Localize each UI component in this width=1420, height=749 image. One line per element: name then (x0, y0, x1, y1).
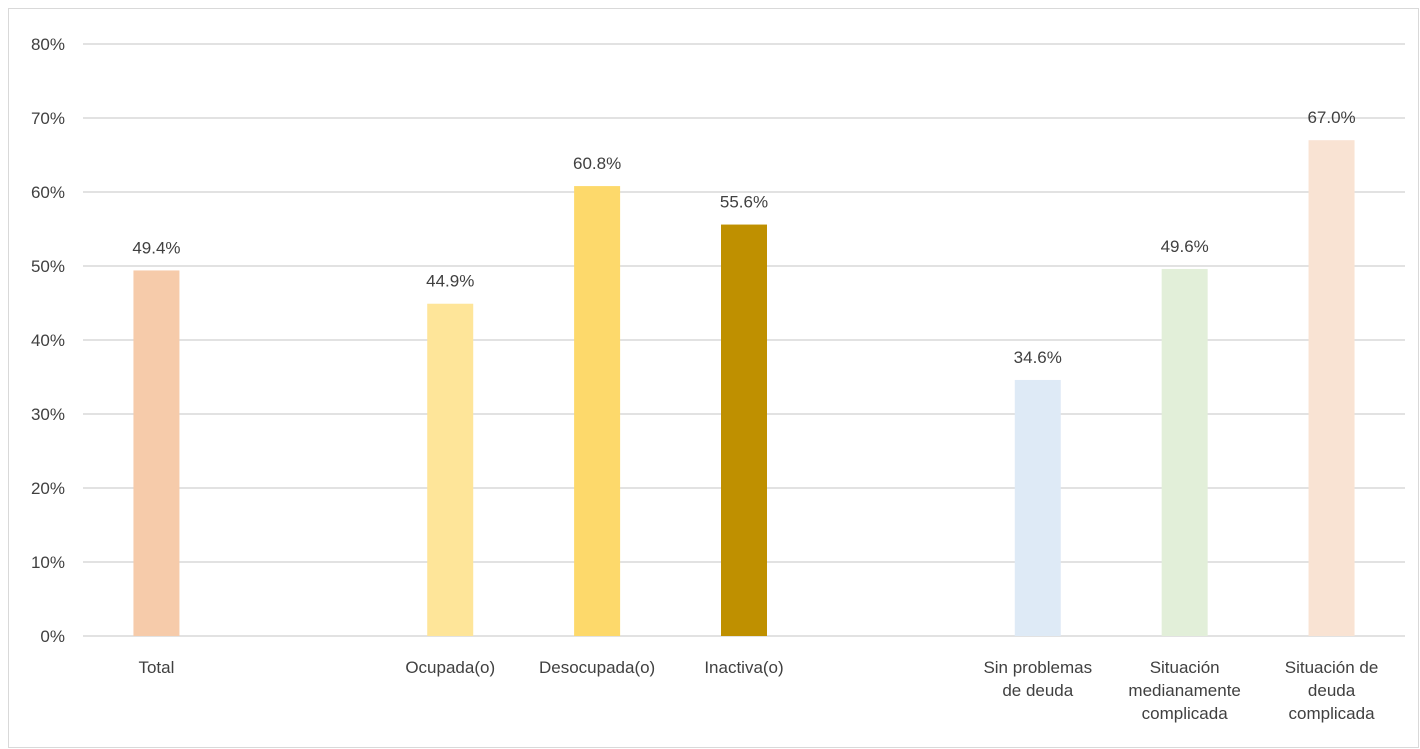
category-label: Ocupada(o) (405, 658, 495, 677)
data-label: 44.9% (426, 272, 474, 291)
y-tick-label: 30% (31, 405, 65, 424)
category-label: medianamente (1128, 681, 1240, 700)
category-label: complicada (1142, 704, 1229, 723)
y-tick-label: 50% (31, 257, 65, 276)
data-label: 60.8% (573, 154, 621, 173)
category-label: Desocupada(o) (539, 658, 655, 677)
bar-chart: 0% 10% 20% 30% 40% 50% 60% 70% 80% 49.4% 44.9% 60.… (31, 35, 1405, 723)
data-label: 34.6% (1014, 348, 1062, 367)
bar (427, 303, 474, 636)
data-label: 55.6% (720, 193, 768, 212)
chart-frame: 0% 10% 20% 30% 40% 50% 60% 70% 80% 49.4% 44.9% 60.… (8, 8, 1419, 748)
bar (1014, 379, 1061, 636)
category-labels: Total Ocupada(o) Desocupada(o) Inactiva(o) S… (138, 658, 1378, 723)
bar (133, 270, 180, 636)
bar (721, 224, 767, 636)
category-label: Inactiva(o) (704, 658, 783, 677)
data-label: 67.0% (1307, 108, 1355, 127)
y-tick-label: 20% (31, 479, 65, 498)
bar (1308, 140, 1355, 636)
category-label: Situación de (1285, 658, 1379, 677)
y-axis-ticks: 0% 10% 20% 30% 40% 50% 60% 70% 80% (31, 35, 65, 646)
bar (574, 186, 621, 636)
y-tick-label: 10% (31, 553, 65, 572)
y-tick-label: 60% (31, 183, 65, 202)
bars (133, 140, 1355, 636)
data-label: 49.4% (132, 238, 180, 257)
data-label: 49.6% (1161, 237, 1209, 256)
y-tick-label: 80% (31, 35, 65, 54)
category-label: complicada (1289, 704, 1376, 723)
category-label: de deuda (1002, 681, 1073, 700)
y-tick-label: 40% (31, 331, 65, 350)
data-labels: 49.4% 44.9% 60.8% 55.6% 34.6% 49.6% 67.0% (132, 108, 1355, 367)
category-label: Total (138, 658, 174, 677)
category-label: Situación (1150, 658, 1220, 677)
category-label: Sin problemas (983, 658, 1092, 677)
category-label: deuda (1308, 681, 1356, 700)
y-tick-label: 0% (40, 627, 65, 646)
bar (1161, 268, 1208, 636)
y-tick-label: 70% (31, 109, 65, 128)
